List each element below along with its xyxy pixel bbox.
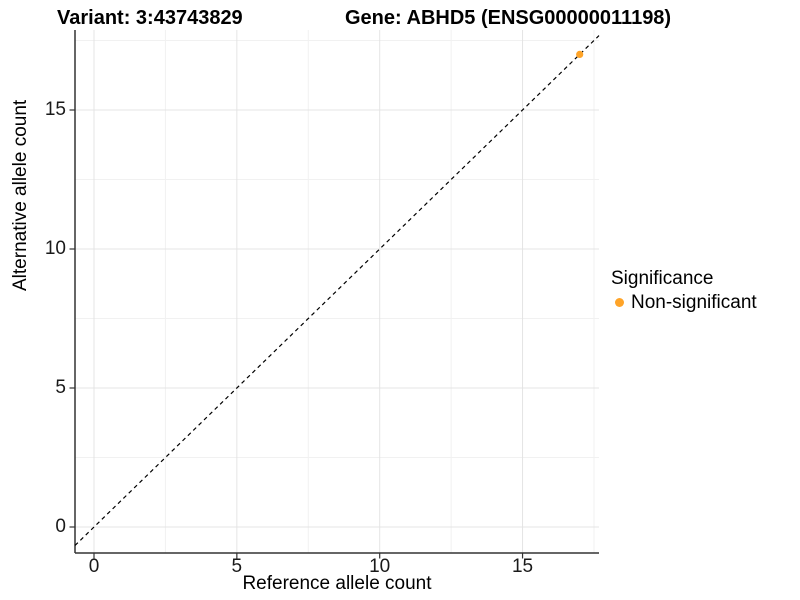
legend-item: Non-significant <box>611 292 757 313</box>
identity-line <box>74 35 600 546</box>
x-tick-label: 15 <box>511 556 534 577</box>
legend: Significance Non-significant <box>611 268 757 313</box>
y-tick-label: 0 <box>55 516 66 537</box>
data-point[interactable] <box>576 50 584 59</box>
y-tick-label: 15 <box>44 99 66 120</box>
legend-item-label: Non-significant <box>631 291 757 313</box>
x-tick-label: 10 <box>369 556 391 577</box>
y-tick-label: 10 <box>44 238 66 259</box>
y-tick-label: 5 <box>55 377 66 398</box>
variant-title: Variant: 3:43743829 <box>57 7 243 29</box>
x-axis-title: Reference allele count <box>242 573 432 594</box>
x-tick-label: 0 <box>88 556 100 577</box>
legend-title: Significance <box>611 268 714 289</box>
x-tick-label: 5 <box>231 556 243 577</box>
legend-point-icon <box>615 298 624 307</box>
gene-title: Gene: ABHD5 (ENSG00000011198) <box>345 7 672 29</box>
